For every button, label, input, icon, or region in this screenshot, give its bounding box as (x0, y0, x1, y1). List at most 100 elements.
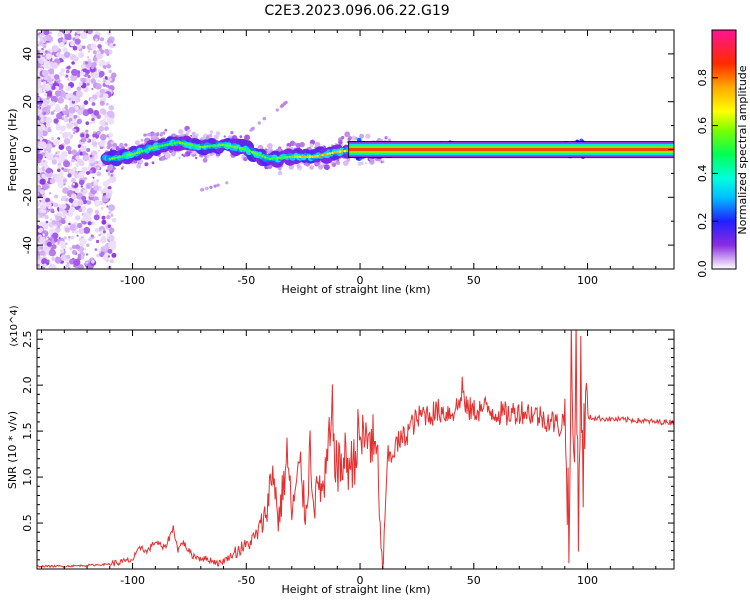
spectrogram-noise-point (44, 84, 52, 91)
spectrogram-noise-point (101, 219, 107, 225)
spectrogram-noise-point (69, 206, 76, 213)
spectrogram-noise-point (57, 31, 63, 37)
spectrogram-streak-point (284, 101, 288, 105)
spectrogram-noise-point (48, 263, 56, 269)
spectrogram-scatter-point (178, 129, 184, 135)
spectrogram-noise-point (103, 146, 106, 149)
spectrogram-signal-point (166, 143, 169, 146)
spectrogram-signal-point (151, 146, 154, 150)
spectrogram-noise-point (108, 132, 114, 138)
spectrogram-noise-point (107, 186, 112, 190)
spectrogram-noise-point (72, 131, 76, 135)
spectrogram-scatter-point (124, 143, 128, 147)
spectrogram-noise-point (49, 178, 56, 184)
spectrogram-signal-point (236, 146, 239, 149)
spectrogram-noise-point (41, 258, 48, 265)
spectrogram-y-tick-label: 0 (21, 146, 34, 153)
spectrogram-noise-point (93, 154, 99, 160)
spectrogram-noise-point (46, 241, 52, 247)
spectrogram-scatter-point (138, 159, 144, 164)
chart-title: C2E3.2023.096.06.22.G19 (264, 3, 449, 19)
spectrogram-signal-point (138, 150, 142, 154)
spectrogram-scatter-point (178, 156, 181, 159)
spectrogram-signal-point (208, 144, 212, 148)
spectrogram-noise-point (58, 171, 64, 177)
spectrogram-noise-point (91, 259, 95, 264)
spectrogram-scatter-point (365, 133, 371, 139)
spectrogram-signal-point (136, 151, 139, 155)
spectrogram-noise-point (62, 213, 66, 217)
spectrogram-noise-point (76, 86, 82, 92)
snr-x-tick-label: -100 (120, 574, 145, 587)
spectrogram-noise-point (44, 62, 51, 69)
spectrogram-noise-point (43, 92, 48, 97)
spectrogram-signal-point (271, 157, 274, 160)
spectrogram-marks (37, 30, 674, 269)
spectrogram-noise-point (109, 239, 117, 246)
spectrogram-noise-point (94, 227, 100, 233)
spectrogram-noise-point (73, 128, 77, 132)
spectrogram-noise-point (80, 133, 85, 138)
spectrogram-scatter-point (230, 131, 234, 135)
spectrogram-noise-point (45, 53, 52, 60)
spectrogram-noise-point (91, 94, 98, 100)
spectrogram-noise-point (57, 168, 61, 173)
spectrogram-scatter-point (347, 137, 351, 141)
spectrogram-noise-point (55, 214, 62, 221)
spectrogram-noise-point (48, 249, 57, 257)
spectrogram-streak-point (147, 133, 152, 137)
spectrogram-noise-point (104, 202, 107, 206)
spectrogram-streak-point (249, 128, 253, 132)
colorbar: 0.0 0.2 0.4 0.6 0.8 Normalized spectral ampl… (696, 29, 749, 278)
spectrogram-noise-point (59, 249, 65, 254)
spectrogram-noise-point (59, 131, 63, 135)
spectrogram-noise-point (92, 121, 96, 124)
spectrogram-noise-point (58, 203, 62, 208)
spectrogram-noise-point (78, 171, 85, 179)
spectrogram-noise-point (66, 65, 71, 70)
spectrogram-noise-point (45, 90, 53, 97)
spectrogram-noise-point (105, 192, 112, 199)
spectrogram-scatter-point (296, 163, 301, 169)
spectrogram-signal-point (216, 144, 219, 147)
spectrogram-noise-point (97, 51, 101, 54)
spectrogram-noise-point (78, 208, 83, 213)
spectrogram-streak-point (156, 132, 160, 136)
spectrogram-noise-point (82, 68, 87, 73)
spectrogram-noise-point (106, 178, 112, 184)
spectrogram-scatter-point (243, 157, 248, 162)
spectrogram-signal-point (263, 156, 267, 159)
spectrogram-noise-point (86, 184, 91, 189)
spectrogram-noise-point (99, 49, 105, 55)
spectrogram-noise-point (64, 105, 68, 110)
spectrogram-noise-point (93, 185, 100, 192)
spectrogram-noise-point (74, 226, 79, 230)
spectrogram-noise-point (93, 214, 100, 221)
spectrogram-noise-point (82, 45, 86, 50)
spectrogram-scatter-point (359, 133, 364, 139)
spectrogram-signal-point (241, 147, 244, 150)
spectrogram-streak-point (204, 187, 208, 191)
spectrogram-noise-point (54, 238, 58, 242)
spectrogram-noise-point (63, 73, 67, 77)
spectrogram-noise-point (95, 38, 98, 41)
spectrogram-noise-point (92, 50, 97, 55)
spectrogram-noise-point (108, 235, 115, 242)
spectrogram-signal-point (176, 141, 179, 144)
spectrogram-noise-point (91, 87, 94, 90)
spectrogram-noise-point (111, 72, 117, 79)
spectrogram-noise-point (107, 224, 111, 228)
spectrogram-noise-point (43, 263, 47, 268)
spectrogram-noise-point (50, 82, 53, 85)
spectrogram-noise-point (38, 58, 45, 65)
spectrogram-noise-point (83, 226, 91, 234)
spectrogram-noise-point (91, 61, 97, 68)
spectrogram-signal-point (201, 145, 204, 149)
spectrogram-noise-point (37, 129, 44, 137)
spectrogram-noise-point (87, 108, 94, 115)
spectrogram-scatter-point (318, 164, 324, 170)
spectrogram-noise-point (48, 48, 51, 51)
spectrogram-scatter-point (364, 162, 367, 165)
spectrogram-noise-point (38, 163, 42, 166)
spectrogram-scatter-point (164, 152, 171, 159)
